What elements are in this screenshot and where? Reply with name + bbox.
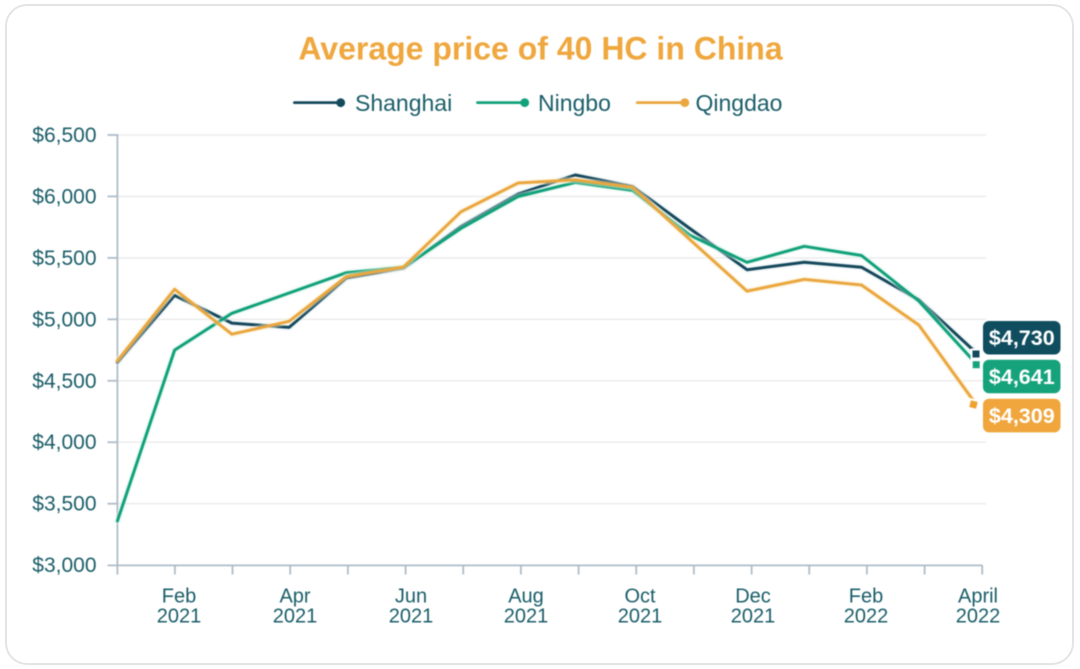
svg-text:$5,500: $5,500 — [32, 247, 96, 270]
svg-text:2021: 2021 — [157, 605, 202, 627]
svg-text:2021: 2021 — [273, 605, 318, 627]
svg-text:2022: 2022 — [956, 605, 1001, 627]
svg-text:Oct: Oct — [624, 585, 656, 607]
svg-text:$6,500: $6,500 — [32, 124, 96, 147]
svg-text:2021: 2021 — [618, 605, 663, 627]
svg-text:$4,000: $4,000 — [32, 431, 96, 454]
svg-text:2021: 2021 — [731, 605, 776, 627]
svg-text:Dec: Dec — [735, 585, 771, 607]
svg-text:Apr: Apr — [279, 585, 310, 607]
svg-text:Qingdao: Qingdao — [696, 90, 783, 116]
svg-text:April: April — [958, 585, 998, 607]
svg-text:Feb: Feb — [849, 585, 883, 607]
svg-text:$4,730: $4,730 — [989, 326, 1055, 350]
svg-text:Ningbo: Ningbo — [538, 90, 611, 116]
svg-text:$6,000: $6,000 — [32, 185, 96, 208]
svg-text:Average price of 40 HC in Chin: Average price of 40 HC in China — [298, 31, 782, 67]
svg-text:Aug: Aug — [508, 585, 544, 607]
svg-text:Shanghai: Shanghai — [355, 90, 452, 116]
svg-text:$4,309: $4,309 — [989, 404, 1055, 428]
svg-text:$3,000: $3,000 — [32, 554, 96, 577]
svg-text:$4,641: $4,641 — [989, 365, 1055, 389]
svg-text:Jun: Jun — [395, 585, 427, 607]
svg-text:2021: 2021 — [504, 605, 549, 627]
svg-text:$4,500: $4,500 — [32, 370, 96, 393]
svg-text:Feb: Feb — [162, 585, 196, 607]
svg-text:2022: 2022 — [844, 605, 889, 627]
svg-text:$3,500: $3,500 — [32, 493, 96, 516]
svg-text:$5,000: $5,000 — [32, 308, 96, 331]
svg-text:2021: 2021 — [389, 605, 434, 627]
